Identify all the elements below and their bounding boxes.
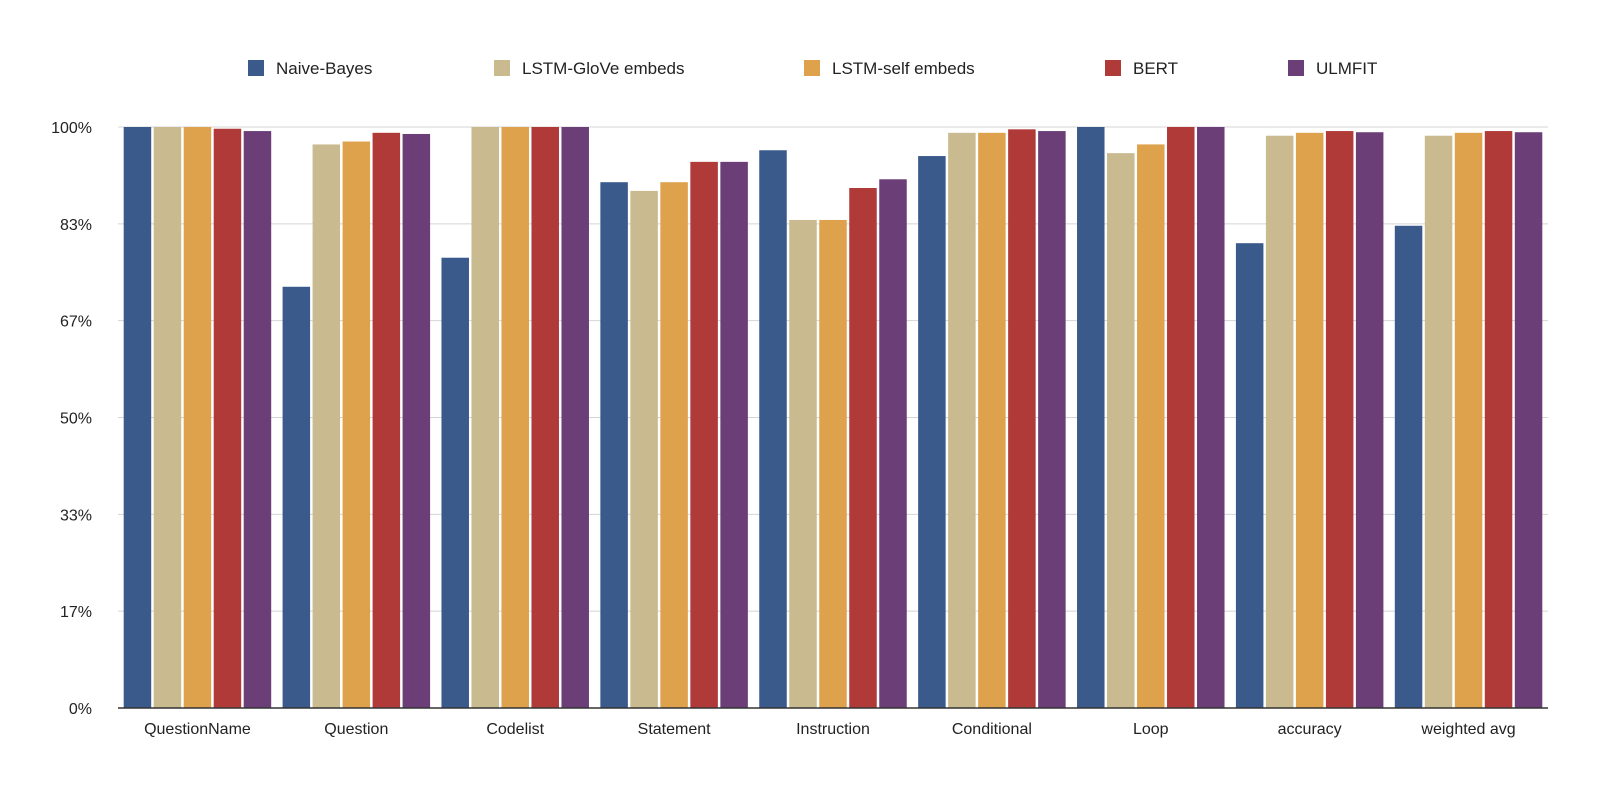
y-tick-label: 100% bbox=[51, 120, 92, 137]
bar-bert-loop bbox=[1167, 127, 1195, 708]
bar-lstm-glove-embeds-statement bbox=[630, 190, 658, 708]
bar-naive-bayes-question bbox=[282, 286, 311, 708]
bar-naive-bayes-instruction bbox=[759, 150, 787, 709]
y-tick-label: 17% bbox=[60, 604, 92, 621]
y-tick-label: 50% bbox=[60, 411, 92, 428]
bar-lstm-self-embeds-accuracy bbox=[1295, 132, 1324, 708]
bar-ulmfit-loop bbox=[1197, 127, 1225, 708]
x-tick-label: QuestionName bbox=[144, 721, 251, 738]
legend-label: ULMFIT bbox=[1316, 59, 1377, 78]
bar-lstm-glove-embeds-questionname bbox=[153, 127, 182, 708]
bar-lstm-self-embeds-weighted-avg bbox=[1454, 132, 1483, 708]
x-tick-label: Statement bbox=[638, 721, 711, 738]
chart-legend: Naive-Bayes LSTM-GloVe embeds LSTM-self em… bbox=[248, 59, 1377, 78]
bar-naive-bayes-weighted-avg bbox=[1394, 225, 1423, 708]
bar-lstm-self-embeds-statement bbox=[660, 182, 688, 708]
legend-swatch bbox=[804, 60, 820, 76]
bar-ulmfit-codelist bbox=[561, 127, 589, 708]
bar-lstm-glove-embeds-weighted-avg bbox=[1424, 135, 1453, 709]
legend-swatch bbox=[248, 60, 264, 76]
bar-lstm-glove-embeds-conditional bbox=[948, 132, 976, 708]
bar-naive-bayes-statement bbox=[600, 182, 628, 708]
x-tick-label: Question bbox=[324, 721, 388, 738]
bar-lstm-self-embeds-question bbox=[342, 141, 371, 708]
bar-ulmfit-questionname bbox=[243, 131, 272, 708]
bar-lstm-self-embeds-conditional bbox=[978, 132, 1006, 708]
bar-bert-questionname bbox=[213, 128, 242, 709]
bar-lstm-glove-embeds-loop bbox=[1107, 153, 1135, 708]
bar-lstm-self-embeds-instruction bbox=[819, 219, 847, 708]
bar-lstm-glove-embeds-accuracy bbox=[1265, 135, 1294, 709]
x-tick-label: weighted avg bbox=[1420, 721, 1515, 738]
bar-naive-bayes-loop bbox=[1077, 127, 1105, 708]
bar-lstm-self-embeds-loop bbox=[1137, 144, 1165, 708]
x-tick-label: accuracy bbox=[1278, 721, 1342, 738]
bar-naive-bayes-codelist bbox=[441, 257, 469, 708]
y-tick-label: 0% bbox=[69, 701, 92, 718]
bar-ulmfit-instruction bbox=[879, 179, 907, 709]
bar-ulmfit-weighted-avg bbox=[1514, 132, 1543, 708]
bar-ulmfit-conditional bbox=[1038, 131, 1066, 708]
bar-ulmfit-question bbox=[402, 133, 431, 709]
bars bbox=[123, 127, 1543, 709]
bar-lstm-glove-embeds-question bbox=[312, 144, 341, 708]
legend-label: LSTM-self embeds bbox=[832, 59, 975, 78]
x-tick-label: Loop bbox=[1133, 721, 1169, 738]
bar-bert-statement bbox=[690, 161, 718, 709]
bar-lstm-self-embeds-codelist bbox=[501, 127, 529, 708]
legend-label: BERT bbox=[1133, 59, 1178, 78]
bar-lstm-glove-embeds-instruction bbox=[789, 219, 817, 708]
y-tick-label: 67% bbox=[60, 314, 92, 331]
bar-naive-bayes-conditional bbox=[918, 156, 946, 709]
bar-naive-bayes-accuracy bbox=[1235, 243, 1264, 708]
bar-bert-codelist bbox=[531, 127, 559, 708]
legend-label: Naive-Bayes bbox=[276, 59, 372, 78]
bar-bert-weighted-avg bbox=[1484, 131, 1513, 708]
legend-swatch bbox=[494, 60, 510, 76]
x-tick-label: Codelist bbox=[486, 721, 544, 738]
y-tick-label: 33% bbox=[60, 507, 92, 524]
legend-swatch bbox=[1105, 60, 1121, 76]
bar-ulmfit-statement bbox=[720, 161, 748, 709]
y-axis: 0% 17% 33% 50% 67% 83% 100% bbox=[51, 120, 92, 718]
bar-naive-bayes-questionname bbox=[123, 127, 152, 708]
bar-lstm-self-embeds-questionname bbox=[183, 127, 212, 708]
x-tick-label: Instruction bbox=[796, 721, 870, 738]
bar-bert-conditional bbox=[1008, 129, 1036, 709]
legend-swatch bbox=[1288, 60, 1304, 76]
bar-bert-question bbox=[372, 132, 401, 708]
bar-bert-accuracy bbox=[1325, 131, 1354, 708]
legend-label: LSTM-GloVe embeds bbox=[522, 59, 685, 78]
y-tick-label: 83% bbox=[60, 217, 92, 234]
x-tick-label: Conditional bbox=[952, 721, 1032, 738]
bar-ulmfit-accuracy bbox=[1355, 132, 1384, 708]
bar-lstm-glove-embeds-codelist bbox=[471, 127, 499, 708]
x-axis: QuestionName Question Codelist Statement Ins… bbox=[144, 721, 1516, 738]
bar-bert-instruction bbox=[849, 188, 877, 708]
